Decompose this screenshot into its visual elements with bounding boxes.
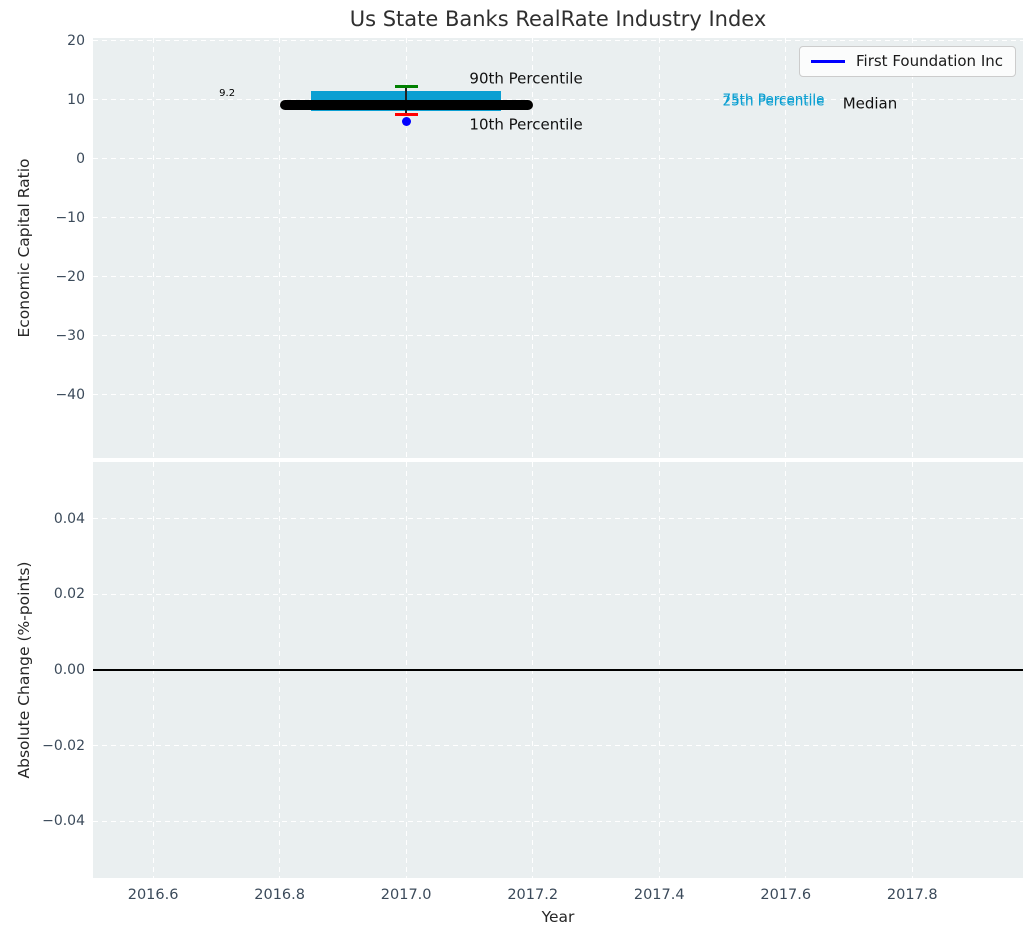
gridline-horizontal bbox=[93, 820, 1023, 822]
gridline-vertical bbox=[152, 38, 154, 458]
legend-line-sample bbox=[810, 60, 845, 63]
x-tick-label: 2016.8 bbox=[254, 887, 305, 903]
y-tick-label: 20 bbox=[67, 32, 85, 49]
y-tick-label: −10 bbox=[55, 209, 85, 226]
y-tick-label: −0.04 bbox=[42, 813, 85, 830]
gridline-horizontal bbox=[93, 745, 1023, 747]
gridline-vertical bbox=[785, 38, 787, 458]
gridline-vertical bbox=[911, 38, 913, 458]
p10-cap bbox=[394, 113, 418, 117]
x-tick-label: 2017.4 bbox=[633, 887, 685, 903]
y-tick-label: 0.00 bbox=[53, 662, 85, 678]
x-axis-label: Year bbox=[541, 908, 575, 926]
annotation-75th-percentile: 75th Percentile bbox=[722, 91, 825, 108]
annotation-9-2: 9.2 bbox=[219, 88, 236, 100]
y-tick-label: 10 bbox=[67, 91, 85, 108]
x-tick-label: 2017.8 bbox=[886, 887, 938, 903]
legend-label: First Foundation Inc bbox=[855, 52, 1003, 70]
annotation-90th-percentile: 90th Percentile bbox=[469, 69, 583, 88]
gridline-vertical bbox=[658, 38, 660, 458]
gridline-vertical bbox=[532, 38, 534, 458]
y-tick-label: −30 bbox=[55, 327, 85, 344]
y-tick-label: −0.02 bbox=[42, 737, 85, 754]
median-line bbox=[279, 99, 533, 110]
gridline-horizontal bbox=[93, 394, 1023, 396]
annotation-median: Median bbox=[842, 94, 898, 113]
gridline-horizontal bbox=[93, 593, 1023, 595]
y-tick-label: −40 bbox=[55, 386, 85, 403]
annotation-25th-percentile: 25th Percentile bbox=[722, 92, 825, 109]
gridline-vertical bbox=[279, 38, 281, 458]
x-tick-label: 2017.2 bbox=[507, 887, 559, 903]
gridline-horizontal bbox=[93, 335, 1023, 337]
top-y-axis-label: Economic Capital Ratio bbox=[15, 158, 33, 338]
x-tick-label: 2016.6 bbox=[127, 887, 179, 903]
y-tick-label: 0 bbox=[76, 150, 85, 167]
y-tick-label: −20 bbox=[55, 268, 85, 285]
annotation-10th-percentile: 10th Percentile bbox=[469, 115, 583, 134]
bottom-plot bbox=[93, 462, 1023, 878]
zero-line bbox=[93, 669, 1023, 671]
gridline-horizontal bbox=[93, 518, 1023, 520]
gridline-horizontal bbox=[93, 158, 1023, 160]
gridline-horizontal bbox=[93, 276, 1023, 278]
gridline-horizontal bbox=[93, 217, 1023, 219]
x-tick-label: 2017.0 bbox=[380, 887, 432, 903]
gridline-horizontal bbox=[93, 40, 1023, 42]
gridline-vertical bbox=[405, 38, 407, 458]
chart-title: Us State Banks RealRate Industry Index bbox=[349, 7, 767, 31]
y-tick-label: 0.02 bbox=[53, 586, 85, 603]
p90-cap bbox=[394, 84, 418, 88]
x-tick-label: 2017.6 bbox=[760, 887, 812, 903]
company-data-point bbox=[401, 117, 411, 127]
y-tick-label: 0.04 bbox=[53, 510, 85, 527]
legend: First Foundation Inc bbox=[798, 46, 1016, 77]
top-plot: First Foundation Inc 9.2 90th Percentile 1… bbox=[93, 38, 1023, 458]
gridline-horizontal bbox=[93, 99, 1023, 101]
